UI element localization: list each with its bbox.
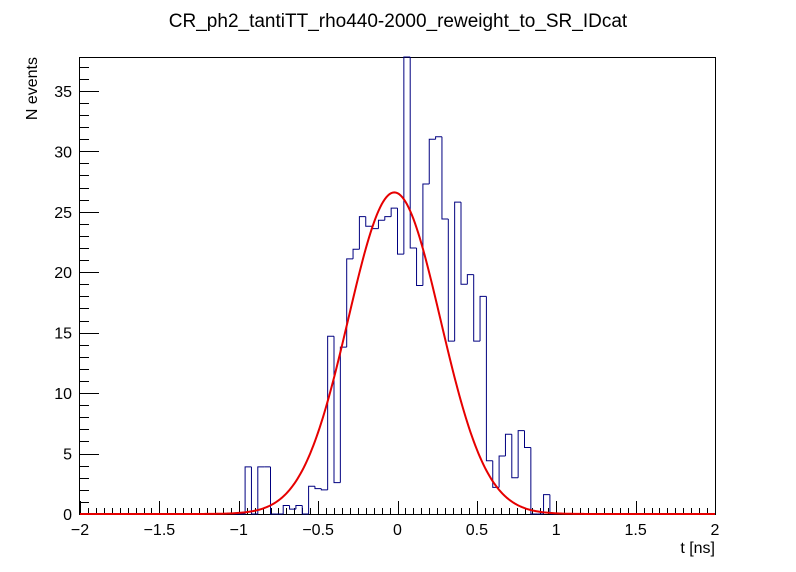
histogram-bin [498, 455, 506, 488]
x-tick-label: −2 [71, 522, 89, 539]
plot-frame-border [79, 57, 716, 515]
y-tick-label: 0 [63, 507, 72, 524]
histogram-bin [403, 56, 411, 255]
histogram-bin [466, 274, 474, 285]
histogram-bin [358, 216, 366, 250]
histogram-bin [479, 295, 487, 342]
histogram-bin [473, 274, 481, 342]
histogram-bin [454, 201, 461, 342]
histogram-bin [530, 447, 538, 515]
histogram-bin [390, 207, 398, 217]
y-tick-label: 15 [54, 326, 72, 343]
histogram-bin [308, 485, 315, 514]
histogram-bin [377, 219, 385, 229]
histogram-bin [517, 430, 525, 478]
plot-frame [79, 57, 716, 515]
x-axis-title: t [ns] [680, 540, 715, 557]
y-tick-label: 25 [54, 205, 72, 222]
histogram-bin [435, 136, 442, 140]
x-tick-label: 0 [393, 522, 402, 539]
x-tick-label: 1 [552, 522, 561, 539]
histogram-bin [397, 208, 404, 255]
histogram-bin [441, 136, 449, 220]
histogram-bin [524, 430, 531, 449]
histogram-bin [543, 494, 550, 514]
histogram-bin [416, 248, 423, 286]
histogram-bin [460, 202, 468, 285]
fit-series [80, 191, 715, 515]
gaussian-fit-curve [80, 191, 715, 515]
chart-title: CR_ph2_tantiTT_rho440-2000_reweight_to_S… [169, 11, 628, 32]
histogram-bin [320, 488, 328, 491]
histogram-bin [295, 505, 303, 510]
x-tick-label: −1 [230, 522, 248, 539]
histogram-bin [485, 296, 493, 462]
histogram-bin [384, 216, 392, 221]
histogram-bin [282, 505, 290, 514]
y-tick-label: 30 [54, 144, 72, 161]
y-tick-label: 10 [54, 386, 72, 403]
histogram-bin [339, 346, 347, 483]
y-tick-label: 5 [63, 447, 72, 464]
histogram-bin [257, 466, 265, 514]
x-tick-label: −0.5 [302, 522, 334, 539]
y-axis-title: N events [24, 57, 41, 120]
histogram-bin [409, 57, 417, 249]
y-tick-label: 20 [54, 265, 72, 282]
histogram-bin [333, 336, 341, 484]
x-tick-label: 0.5 [466, 522, 488, 539]
x-tick-label: 2 [711, 522, 720, 539]
histogram-bin [244, 466, 252, 514]
histogram-bin [447, 219, 455, 342]
histogram-bin [365, 216, 373, 227]
histogram-bin [314, 486, 322, 490]
histogram-bin [289, 505, 296, 510]
histogram-series [80, 56, 715, 515]
x-tick-label: 1.5 [625, 522, 647, 539]
histogram-bin [352, 248, 360, 259]
histogram-bin [270, 466, 277, 515]
x-tick-label: −1.5 [144, 522, 176, 539]
histogram-bin [346, 258, 354, 348]
histogram-bin [250, 466, 258, 515]
histogram-bin [504, 433, 512, 456]
histogram-bin [428, 138, 436, 184]
histogram-bin [511, 434, 519, 479]
histogram-bin [327, 335, 334, 490]
y-tick-label: 35 [54, 84, 72, 101]
histogram-bin [301, 505, 309, 515]
